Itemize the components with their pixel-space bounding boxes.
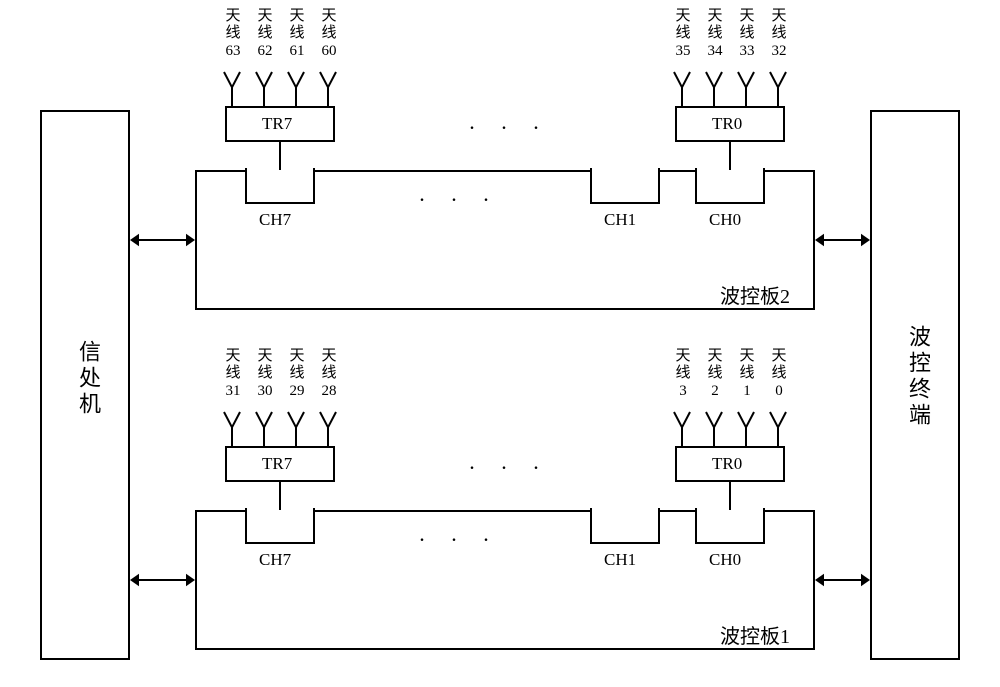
left-box-label: 信处机 <box>72 340 104 418</box>
board2-ch1-label: CH1 <box>604 210 636 230</box>
antenna-label: 天线1 <box>736 348 758 400</box>
antenna-label: 天线62 <box>254 8 276 60</box>
right-box-label: 波控终端 <box>902 325 934 429</box>
board1-ch0 <box>695 508 765 544</box>
board1-dots-top: . . . <box>470 456 550 474</box>
board1-ch7-label: CH7 <box>259 550 291 570</box>
antenna-label: 天线34 <box>704 8 726 60</box>
board2-dots-inside: . . . <box>420 188 500 206</box>
board2-ch7-label: CH7 <box>259 210 291 230</box>
board2-ch0-label: CH0 <box>709 210 741 230</box>
board2-tr7-label: TR7 <box>262 114 292 134</box>
antenna-label: 天线28 <box>318 348 340 400</box>
antenna-label: 天线2 <box>704 348 726 400</box>
board2-label: 波控板2 <box>720 280 790 309</box>
board1-tr7-label: TR7 <box>262 454 292 474</box>
antenna-label: 天线29 <box>286 348 308 400</box>
board2-ch0 <box>695 168 765 204</box>
antenna-label: 天线61 <box>286 8 308 60</box>
board1-ch0-label: CH0 <box>709 550 741 570</box>
board1-dots-inside: . . . <box>420 528 500 546</box>
antenna-label: 天线30 <box>254 348 276 400</box>
board1-ch1-label: CH1 <box>604 550 636 570</box>
antenna-label: 天线35 <box>672 8 694 60</box>
antenna-label: 天线63 <box>222 8 244 60</box>
board2-tr0-label: TR0 <box>712 114 742 134</box>
antenna-label: 天线33 <box>736 8 758 60</box>
board1-label: 波控板1 <box>720 620 790 649</box>
antenna-label: 天线60 <box>318 8 340 60</box>
antenna-label: 天线31 <box>222 348 244 400</box>
board1-tr0-label: TR0 <box>712 454 742 474</box>
board2-ch1 <box>590 168 660 204</box>
board1-ch7 <box>245 508 315 544</box>
board2-ch7 <box>245 168 315 204</box>
antenna-label: 天线32 <box>768 8 790 60</box>
diagram-canvas: 信处机 波控终端 波控板2 CH7 CH1 CH0 TR7 TR0 . . . … <box>0 0 1000 687</box>
board1-ch1 <box>590 508 660 544</box>
antenna-label: 天线3 <box>672 348 694 400</box>
antenna-label: 天线0 <box>768 348 790 400</box>
board2-dots-top: . . . <box>470 116 550 134</box>
